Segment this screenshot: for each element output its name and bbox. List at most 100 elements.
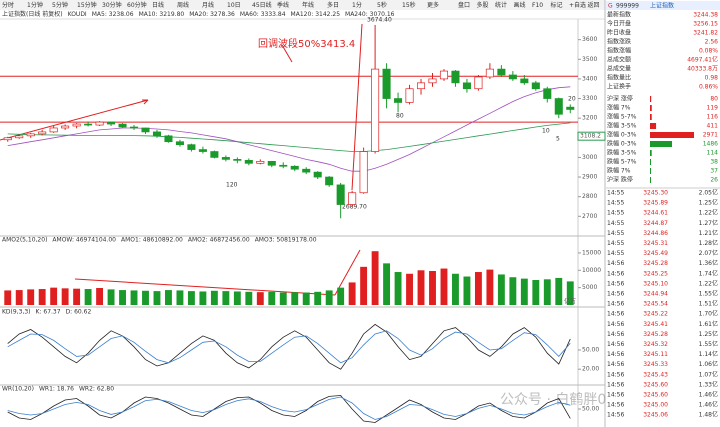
info-label: 最新指数 <box>607 11 631 19</box>
toolbar-tab[interactable]: 60分钟 <box>127 1 147 9</box>
candle-body <box>118 123 127 128</box>
tick-price: 3244.86 <box>643 230 668 237</box>
pointer-arrow <box>281 44 293 63</box>
volume-bar <box>325 290 333 305</box>
toolbar-tab[interactable]: 更多 <box>427 1 439 9</box>
volume-bar <box>417 270 425 305</box>
volume-bar <box>256 292 264 305</box>
tick-price: 3245.60 <box>643 381 668 388</box>
toolbar-button[interactable]: 标记 <box>551 1 563 9</box>
tick-volume: 1.22亿 <box>699 279 718 287</box>
candle-body <box>244 160 253 164</box>
tick-time: 14:55 <box>607 210 624 217</box>
toolbar-button[interactable]: 统计 <box>495 1 507 9</box>
toolbar-tab[interactable]: 30分钟 <box>102 1 122 9</box>
info-label: 总成交额 <box>607 56 631 64</box>
line-series <box>7 122 571 152</box>
breadth-label: 沪深 涨停 <box>607 95 633 103</box>
candle-body <box>72 123 81 127</box>
volume-bar <box>165 290 172 305</box>
candle-body <box>164 135 173 143</box>
indicator-header: 上证指数(日线 前复权) <box>2 10 63 18</box>
breadth-count: 37 <box>710 168 718 175</box>
tick-time: 14:56 <box>607 260 624 267</box>
tick-price: 3244.61 <box>643 210 668 217</box>
candle-body <box>416 82 426 90</box>
toolbar-tab[interactable]: 5秒 <box>377 1 387 9</box>
candle-body <box>497 68 506 76</box>
volume-bar <box>233 291 241 305</box>
marker-label: 10 <box>542 128 550 135</box>
toolbar-tab[interactable]: 45日线 <box>252 1 272 9</box>
volume-bar <box>176 290 184 305</box>
tick-volume: 1.48亿 <box>699 411 718 419</box>
volume-bar <box>509 277 517 305</box>
y-tick-label: 3600 <box>582 36 597 43</box>
breadth-bar <box>650 141 673 147</box>
candle-body <box>3 137 12 141</box>
indicator-header: WR(10,20) <box>2 386 34 393</box>
toolbar-tab[interactable]: 15秒 <box>402 1 416 9</box>
tick-volume: 1.27亿 <box>699 219 718 227</box>
tick-volume: 2.07亿 <box>699 249 718 257</box>
candle-body <box>302 168 311 173</box>
toolbar-button[interactable]: 多股 <box>477 1 489 9</box>
toolbar-button[interactable]: 画线 <box>514 1 526 9</box>
toolbar-tab[interactable]: 5分钟 <box>52 1 68 9</box>
breadth-label: 跌幅 0-3% <box>607 140 637 148</box>
toolbar-tab[interactable]: 1分 <box>352 1 362 9</box>
volume-bar <box>520 278 528 305</box>
toolbar-bg <box>0 0 605 10</box>
info-value: 0.86% <box>699 84 718 91</box>
tick-price: 3245.06 <box>643 412 668 419</box>
indicator-header: AMO1: 48610892.00 <box>121 237 183 244</box>
tick-volume: 1.46亿 <box>699 401 718 409</box>
toolbar-tab[interactable]: 季线 <box>277 1 289 9</box>
volume-bar <box>119 290 126 305</box>
candle-body <box>485 68 494 78</box>
volume-bar <box>50 287 58 305</box>
toolbar-button[interactable]: 返回 <box>588 2 600 9</box>
breadth-label: 跌幅 3-5% <box>607 149 637 157</box>
volume-bar <box>279 292 287 305</box>
candle-body <box>152 131 162 137</box>
toolbar-tab[interactable]: 1分钟 <box>27 1 43 9</box>
tick-time: 14:55 <box>607 190 624 197</box>
tick-price: 3245.25 <box>643 270 668 277</box>
candle-body <box>187 144 196 150</box>
volume-bar <box>245 291 253 305</box>
info-value: 3244.38 <box>693 12 718 19</box>
toolbar-tab[interactable]: 周线 <box>177 1 189 9</box>
indicator-header: AMO2(5,10,20) <box>2 237 47 244</box>
candle-body <box>107 121 116 125</box>
toolbar-tab[interactable]: 10日 <box>227 2 241 9</box>
volume-bar <box>84 289 92 305</box>
unit-label: 亿万 <box>564 298 576 306</box>
tick-price: 3245.41 <box>643 321 668 328</box>
indicator-header: KD(9,3,3) <box>2 309 31 316</box>
volume-bar <box>199 291 207 305</box>
toolbar-button[interactable]: +自选 <box>569 1 586 9</box>
candle-body <box>531 82 540 90</box>
toolbar-tab[interactable]: 多日 <box>327 1 339 9</box>
toolbar-button[interactable]: F10 <box>532 2 543 9</box>
y-tick-label: 2700 <box>582 213 597 220</box>
candle-body <box>210 151 219 158</box>
watermark: 公众号 · 白鹤胖0 <box>500 392 606 408</box>
tick-volume: 1.61亿 <box>699 320 718 328</box>
breadth-bar <box>650 132 694 138</box>
tick-time: 14:56 <box>607 371 624 378</box>
toolbar-tab[interactable]: 分时 <box>2 1 14 9</box>
info-label: 昨日收盘 <box>607 29 631 37</box>
toolbar-button[interactable]: 盘口 <box>458 1 470 9</box>
y-tick-label: 2900 <box>582 174 597 181</box>
price-tag <box>577 131 606 141</box>
toolbar-tab[interactable]: 日线 <box>152 1 164 9</box>
toolbar-tab[interactable]: 15分钟 <box>77 1 97 9</box>
info-value: 3241.82 <box>693 30 718 37</box>
toolbar-tab[interactable]: 年线 <box>302 1 314 9</box>
tick-volume: 1.28亿 <box>699 239 718 247</box>
info-label: 上证换手 <box>607 83 631 91</box>
toolbar-tab[interactable]: 月线 <box>202 1 214 9</box>
